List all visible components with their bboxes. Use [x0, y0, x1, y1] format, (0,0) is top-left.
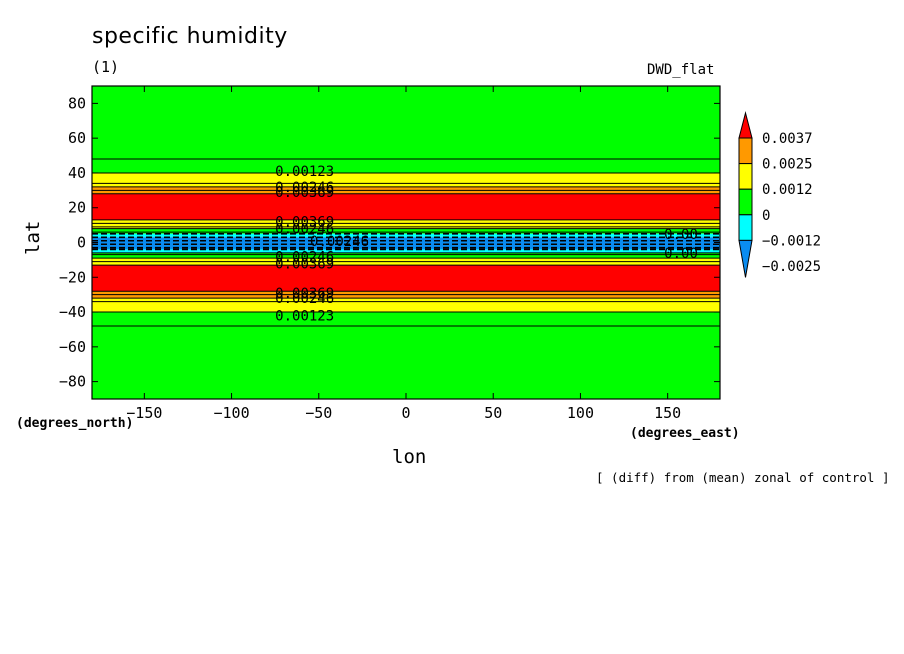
- contour-band-12: [92, 265, 720, 292]
- x-tick-label-1: −100: [213, 404, 249, 422]
- colorbar-label-3: 0: [762, 208, 770, 224]
- y-tick-label-4: 0: [77, 234, 86, 252]
- contour-band-4: [92, 193, 720, 220]
- contour-band-5: [92, 219, 720, 229]
- y-tick-label-3: −20: [59, 268, 86, 286]
- contour-label-4: 0.00246: [275, 222, 334, 238]
- colorbar-label-4: −0.0012: [762, 233, 821, 249]
- contour-label-5: 0.00246: [310, 234, 369, 250]
- colorbar-label-5: −0.0025: [762, 259, 821, 275]
- colorbar-bottom-arrow: [738, 239, 753, 278]
- contour-label-10: 0.00123: [275, 309, 334, 325]
- contour-label-12: 0.00: [664, 246, 698, 262]
- contour-band-10: [92, 252, 720, 259]
- contour-label-6: 0.00246: [275, 249, 334, 265]
- y-tick-label-6: 40: [68, 164, 86, 182]
- colorbar-top-arrow: [738, 111, 753, 139]
- y-tick-label-0: −80: [59, 373, 86, 391]
- contour-label-7: 0.00369: [275, 256, 334, 272]
- x-tick-label-2: −50: [305, 404, 332, 422]
- y-tick-label-7: 60: [68, 129, 86, 147]
- y-axis-ticks: −80 −60 −40 −20 0 20 40 60 80: [59, 94, 720, 391]
- colorbar-label-2: 0.0012: [762, 182, 813, 198]
- colorbar-swatch-pos2: [738, 137, 753, 165]
- x-axis-units: (degrees_east): [630, 426, 740, 441]
- contour-label-2: 0.00369: [275, 185, 334, 201]
- colorbar-label-1: 0.0025: [762, 157, 813, 173]
- x-tick-label-3: 0: [401, 404, 410, 422]
- contour-band-1: [92, 159, 720, 173]
- y-tick-label-1: −60: [59, 338, 86, 356]
- footnote: [ (diff) from (mean) zonal of control ]: [596, 470, 890, 485]
- colorbar-swatch-zero: [738, 188, 753, 216]
- contour-band-6: [92, 228, 720, 234]
- contour-label-8: 0.00369: [275, 286, 334, 302]
- contour-band-7: [92, 233, 720, 238]
- x-tick-label-5: 100: [567, 404, 594, 422]
- contour-band-16: [92, 325, 720, 399]
- y-tick-label-5: 20: [68, 199, 86, 217]
- y-axis-units: (degrees_north): [16, 416, 134, 431]
- x-tick-label-4: 50: [484, 404, 502, 422]
- contour-band-0: [92, 86, 720, 160]
- contour-band-15: [92, 312, 720, 326]
- chart-title: specific humidity: [92, 24, 288, 49]
- contour-band-2: [92, 172, 720, 187]
- colorbar-swatch-pos1: [738, 163, 753, 190]
- x-tick-label-6: 150: [654, 404, 681, 422]
- contour-label-0: 0.00123: [275, 164, 334, 180]
- model-name: DWD_flat: [647, 62, 715, 78]
- contour-label-3: 0.00369: [275, 215, 334, 231]
- contour-label-9: 0.00246: [275, 291, 334, 307]
- x-axis-ticks: −150 −100 −50 0 50 100 150: [126, 86, 681, 422]
- chart-subtitle: (1): [92, 58, 120, 76]
- y-axis-label: lat: [22, 220, 44, 255]
- contour-band-14: [92, 298, 720, 313]
- contour-label-1: 0.00246: [275, 180, 334, 196]
- colorbar-swatch-neg1: [738, 214, 753, 241]
- contour-fill-bands: [92, 86, 720, 399]
- colorbar-label-0: 0.0037: [762, 131, 813, 147]
- y-tick-label-8: 80: [68, 94, 86, 112]
- contour-labels: 0.001230.002460.003690.003690.002460.002…: [275, 164, 698, 324]
- contour-label-11: 0.00: [664, 227, 698, 243]
- contour-lines: [92, 158, 720, 327]
- contour-band-9: [92, 249, 720, 253]
- x-tick-label-0: −150: [126, 404, 162, 422]
- colorbar: 0.0037 0.0025 0.0012 0 −0.0012 −0.0025: [738, 111, 821, 278]
- y-tick-label-2: −40: [59, 303, 86, 321]
- x-axis-label: lon: [392, 446, 427, 468]
